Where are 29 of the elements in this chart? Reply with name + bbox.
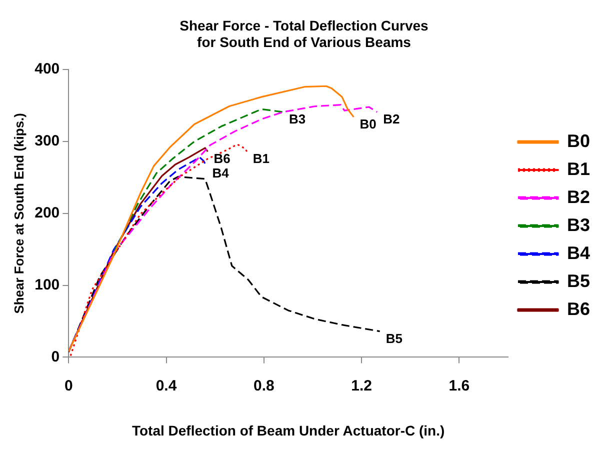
chart-title: Shear Force - Total Deflection Curves for South End of Various Beams bbox=[180, 17, 429, 50]
text: B6 bbox=[214, 151, 230, 166]
legend-label: B3 bbox=[566, 214, 590, 235]
x-axis-title: Total Deflection of Beam Under Actuator-C (in.) bbox=[132, 422, 445, 438]
text: B0 bbox=[360, 116, 376, 132]
x-tick-label: 0.8 bbox=[253, 377, 274, 394]
text: B1 bbox=[252, 151, 270, 166]
y-axis-title: Shear Force at South End (kips.) bbox=[11, 112, 26, 314]
legend-label: B6 bbox=[566, 298, 590, 319]
text: B2 bbox=[383, 112, 400, 127]
text: B4 bbox=[212, 166, 229, 181]
legend-label: B1 bbox=[566, 158, 590, 179]
x-tick-label: 1.2 bbox=[351, 377, 372, 394]
y-tick-label: 0 bbox=[51, 348, 60, 366]
legend-label: B4 bbox=[566, 242, 590, 263]
y-tick-label: 300 bbox=[34, 132, 60, 150]
x-tick-label: 0.4 bbox=[156, 377, 178, 394]
y-tick-label: 200 bbox=[34, 204, 60, 222]
y-tick-label: 100 bbox=[34, 276, 60, 294]
legend-label: B5 bbox=[566, 270, 590, 291]
text: B5 bbox=[386, 330, 402, 346]
line-series bbox=[70, 144, 248, 357]
legend-label: B2 bbox=[566, 186, 590, 207]
y-tick-label: 400 bbox=[34, 60, 60, 78]
x-tick-label: 1.6 bbox=[448, 377, 470, 394]
legend-label: B0 bbox=[566, 130, 590, 151]
line-series bbox=[68, 176, 381, 353]
text: B3 bbox=[288, 112, 306, 127]
x-tick-label: 0 bbox=[64, 377, 73, 394]
